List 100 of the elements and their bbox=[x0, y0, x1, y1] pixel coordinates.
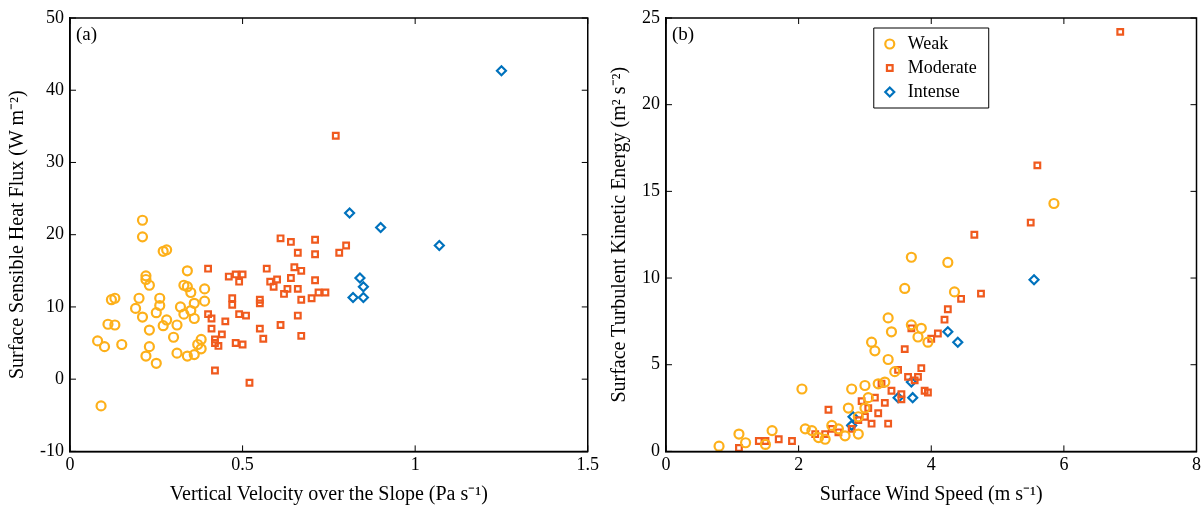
point bbox=[861, 412, 869, 421]
point bbox=[199, 283, 211, 295]
point bbox=[884, 419, 893, 428]
point bbox=[211, 339, 219, 347]
point bbox=[859, 379, 871, 392]
point bbox=[846, 419, 858, 431]
y-tick-label: 0 bbox=[54, 367, 64, 388]
y-tick-label: 10 bbox=[45, 295, 64, 316]
point bbox=[1116, 27, 1125, 36]
point bbox=[847, 424, 856, 433]
point bbox=[181, 350, 193, 362]
point bbox=[375, 221, 387, 234]
point bbox=[842, 402, 854, 414]
point bbox=[290, 263, 299, 272]
point bbox=[171, 319, 183, 331]
y-tick-label: 50 bbox=[45, 6, 64, 27]
point bbox=[824, 405, 833, 414]
point bbox=[343, 207, 356, 219]
point bbox=[914, 372, 922, 381]
point bbox=[846, 383, 858, 395]
point bbox=[266, 277, 275, 286]
point bbox=[905, 251, 917, 263]
annotation: (b) bbox=[672, 23, 695, 46]
point bbox=[907, 392, 919, 404]
point bbox=[917, 364, 926, 373]
point bbox=[157, 320, 169, 332]
point bbox=[952, 336, 964, 348]
point bbox=[910, 376, 919, 385]
point bbox=[188, 349, 200, 361]
point bbox=[331, 131, 340, 140]
y-tick-label: 40 bbox=[45, 78, 64, 99]
point bbox=[167, 331, 180, 343]
point bbox=[140, 270, 152, 282]
point bbox=[905, 376, 917, 388]
point bbox=[105, 294, 118, 306]
point bbox=[231, 270, 240, 279]
point bbox=[839, 430, 851, 442]
point bbox=[321, 288, 330, 297]
point bbox=[922, 336, 934, 348]
point bbox=[812, 431, 825, 444]
y-tick-label: 0 bbox=[651, 440, 660, 461]
point bbox=[161, 244, 173, 256]
point bbox=[942, 326, 954, 338]
point bbox=[293, 248, 302, 257]
point bbox=[827, 424, 836, 433]
point bbox=[171, 347, 183, 359]
point bbox=[1033, 161, 1042, 170]
point bbox=[834, 428, 843, 437]
point bbox=[231, 339, 240, 347]
point bbox=[116, 338, 128, 351]
point bbox=[852, 428, 864, 440]
point bbox=[905, 319, 917, 331]
point bbox=[214, 342, 223, 350]
point bbox=[977, 289, 985, 298]
point bbox=[207, 324, 216, 333]
point bbox=[185, 286, 197, 299]
point bbox=[887, 386, 896, 395]
point bbox=[342, 241, 351, 250]
point bbox=[192, 338, 204, 351]
point bbox=[140, 273, 152, 286]
point bbox=[879, 376, 891, 388]
point bbox=[354, 272, 366, 284]
point bbox=[245, 378, 254, 387]
point bbox=[238, 340, 247, 349]
point bbox=[869, 345, 881, 357]
point bbox=[204, 310, 212, 319]
point bbox=[235, 277, 244, 286]
point bbox=[297, 266, 306, 275]
x-tick-label: 4 bbox=[926, 453, 936, 474]
point bbox=[347, 291, 359, 304]
point bbox=[811, 430, 820, 438]
point bbox=[286, 274, 295, 282]
point bbox=[867, 419, 876, 428]
point bbox=[204, 264, 212, 273]
point bbox=[889, 366, 901, 378]
point bbox=[854, 416, 863, 425]
point bbox=[181, 265, 193, 277]
point bbox=[276, 234, 285, 243]
point bbox=[799, 423, 811, 435]
y-tick-label: 10 bbox=[642, 266, 660, 287]
point bbox=[102, 318, 114, 330]
point bbox=[865, 336, 878, 348]
point bbox=[970, 230, 979, 239]
annotation: (a) bbox=[75, 23, 98, 46]
point bbox=[942, 256, 954, 269]
point bbox=[211, 335, 219, 344]
point bbox=[293, 311, 302, 320]
point bbox=[259, 334, 268, 343]
x-tick-label: 1 bbox=[410, 453, 420, 474]
point bbox=[940, 315, 949, 324]
point bbox=[195, 343, 207, 355]
point bbox=[739, 437, 752, 449]
point bbox=[224, 272, 233, 281]
point bbox=[150, 307, 162, 319]
point bbox=[733, 428, 745, 440]
point bbox=[154, 292, 166, 304]
point bbox=[357, 291, 369, 304]
y-tick-label: -10 bbox=[39, 440, 64, 461]
point bbox=[235, 310, 244, 319]
point bbox=[912, 331, 924, 343]
